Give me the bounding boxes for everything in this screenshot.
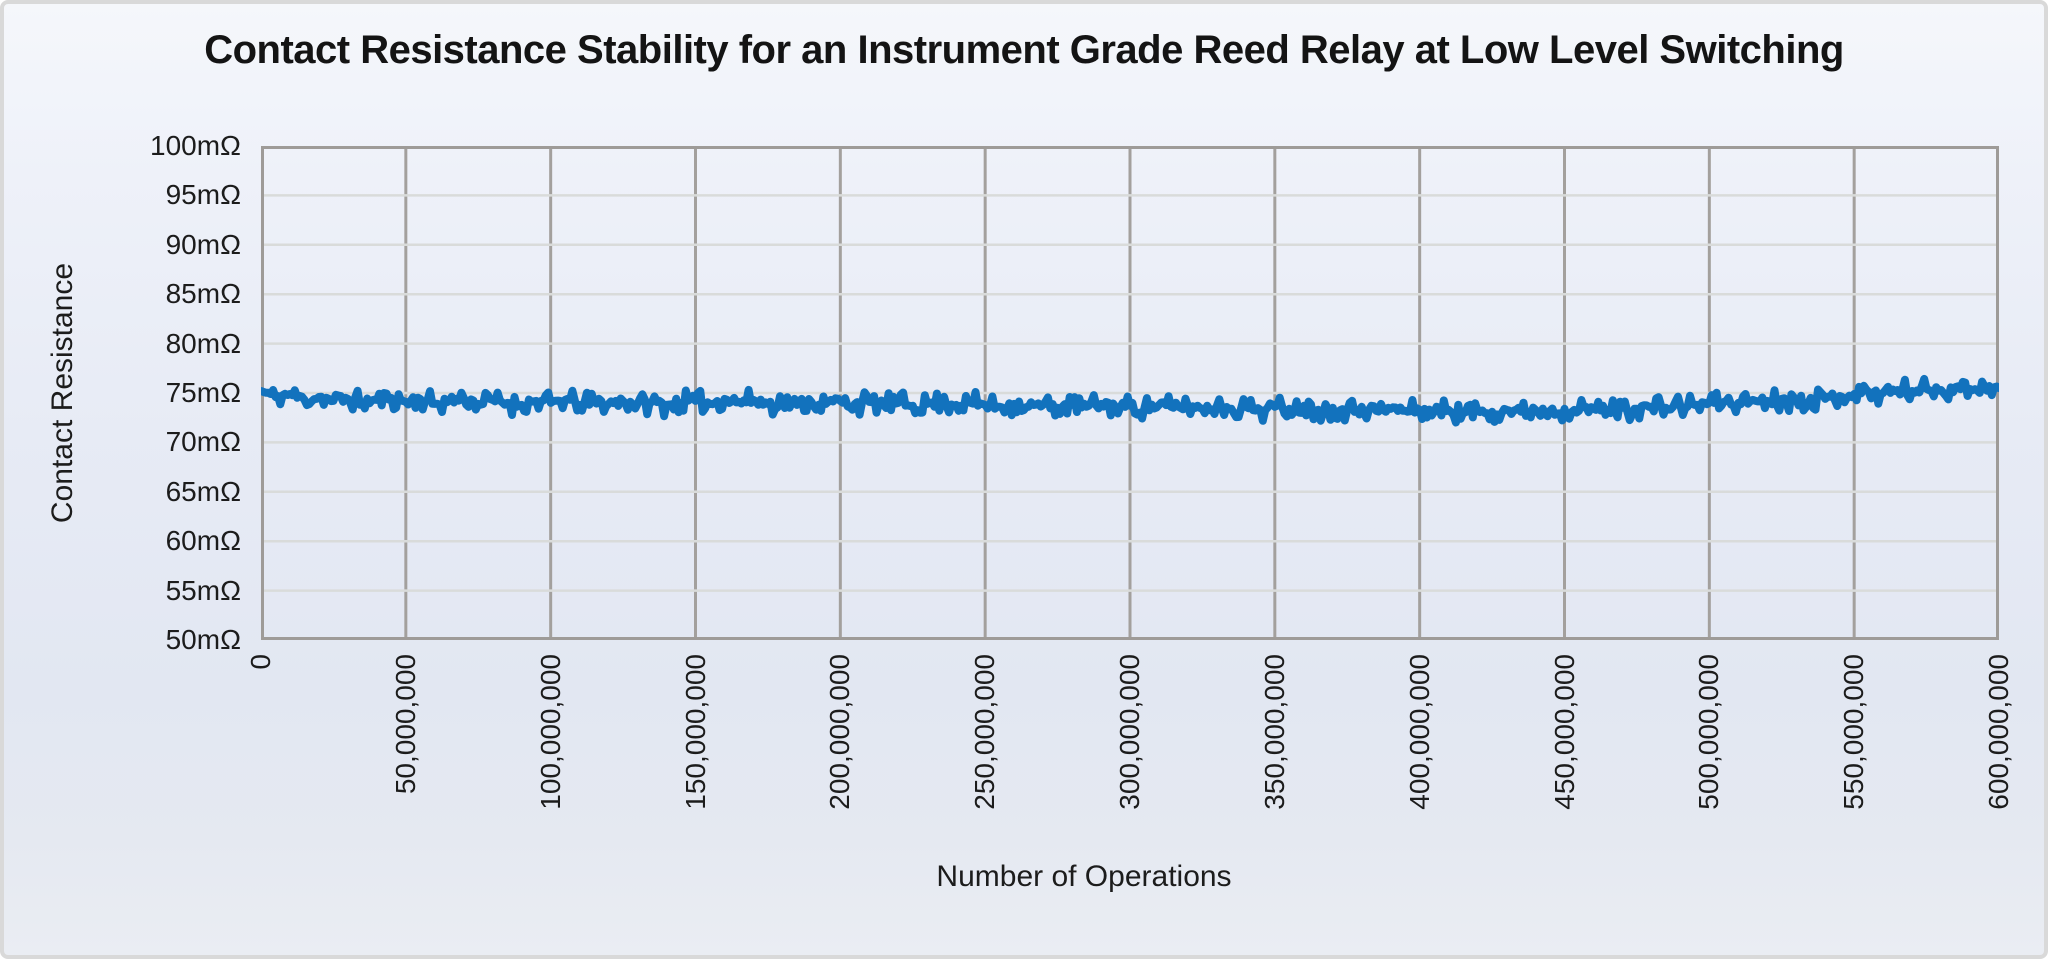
x-tick-label: 400,000,000 [1403, 654, 1435, 810]
plot-svg [261, 146, 1999, 640]
x-axis-title: Number of Operations [936, 860, 1232, 893]
plot-area [261, 146, 1999, 640]
x-tick-label: 250,000,000 [969, 654, 1001, 810]
y-tick-label: 100mΩ [150, 130, 241, 161]
x-tick-label: 550,000,000 [1838, 654, 1870, 810]
y-tick-label: 85mΩ [165, 278, 241, 310]
y-tick-label: 65mΩ [165, 475, 241, 507]
x-tick-label: 350,000,000 [1258, 654, 1290, 810]
x-tick-label: 500,000,000 [1693, 654, 1725, 810]
y-tick-label: 80mΩ [165, 327, 241, 359]
chart-title: Contact Resistance Stability for an Inst… [204, 28, 1844, 72]
y-tick-label: 70mΩ [165, 426, 241, 458]
y-tick-label: 75mΩ [165, 377, 241, 408]
x-tick-label: 100,000,000 [534, 654, 566, 810]
series-line [261, 374, 1999, 427]
x-tick-label: 300,000,000 [1114, 654, 1145, 810]
x-tick-label: 0 [245, 654, 276, 670]
y-tick-label: 50mΩ [165, 624, 241, 655]
x-tick-label: 600,000,000 [1983, 654, 2014, 810]
x-tick-label: 150,000,000 [679, 654, 711, 810]
y-tick-label: 60mΩ [165, 525, 241, 557]
x-tick-label: 200,000,000 [824, 654, 856, 810]
y-tick-label: 90mΩ [165, 228, 241, 260]
y-tick-label: 95mΩ [165, 179, 241, 211]
x-tick-label: 450,000,000 [1548, 654, 1580, 810]
x-tick-label: 50,000,000 [389, 654, 421, 795]
y-tick-label: 55mΩ [165, 574, 241, 606]
